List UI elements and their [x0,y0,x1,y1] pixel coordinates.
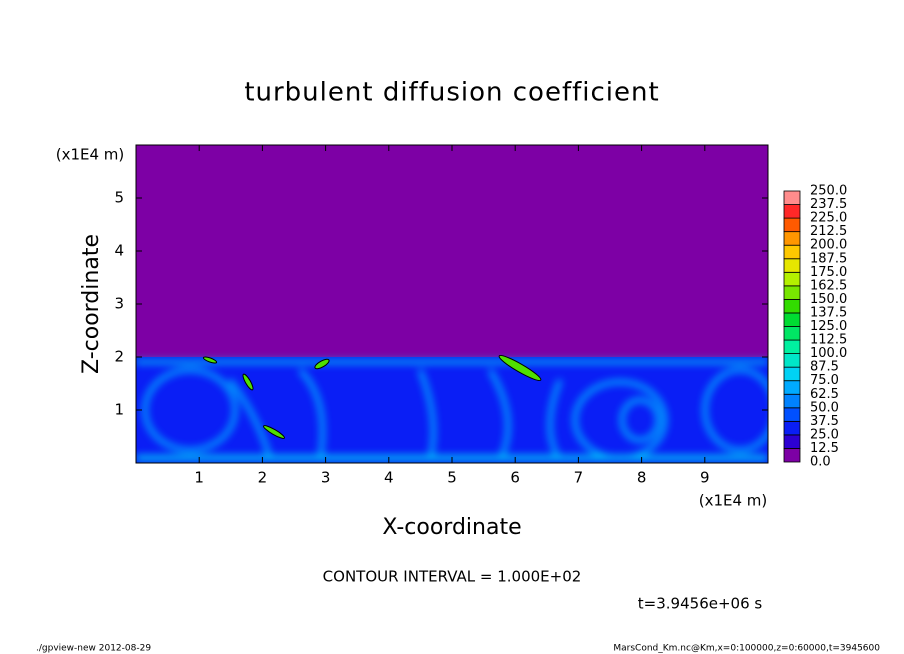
colorbar-label: 212.5 [810,224,847,239]
colorbar-label: 137.5 [810,305,847,320]
x-unit-right: (x1E4 m) [699,492,768,510]
colorbar-box [783,407,801,422]
colorbar-label: 112.5 [810,333,847,348]
x-tick-label: 8 [637,469,647,487]
colorbar-label: 25.0 [810,427,839,442]
colorbar-label: 250.0 [810,184,847,199]
colorbar-box [783,420,801,436]
colorbar-label: 175.0 [810,265,847,280]
colorbar-box [783,285,801,300]
colorbar-box [783,190,801,205]
colorbar-box [783,312,801,327]
colorbar-box [783,326,801,341]
field [136,145,768,463]
colorbar-label: 0.0 [810,455,831,470]
x-tick-label: 7 [574,469,584,487]
footer-right: MarsCond_Km.nc@Km,x=0:100000,z=0:60000,t… [613,644,880,654]
x-tick-label: 5 [447,469,457,487]
colorbar-label: 225.0 [810,211,847,226]
x-unit-left: (x1E4 m) [56,146,125,164]
x-tick-label: 1 [194,469,204,487]
colorbar-box [783,204,801,219]
colorbar-label: 62.5 [810,387,839,402]
colorbar-label: 100.0 [810,346,847,361]
colorbar-box [783,353,801,368]
colorbar-box [783,298,801,314]
turbulent-layer [136,357,768,463]
x-tick-label: 9 [700,469,710,487]
colorbar-label: 150.0 [810,292,847,307]
colorbar-label: 125.0 [810,319,847,334]
colorbar-box [783,339,801,354]
colorbar-label: 12.5 [810,441,839,456]
colorbar-box [783,217,801,233]
high-value-patches [202,355,542,439]
colorbar-label: 37.5 [810,414,839,429]
eddies [136,360,768,462]
y-tick-label: 5 [114,189,124,207]
y-tick-label: 4 [114,242,124,260]
colorbar-box [783,380,801,395]
colorbar-label: 237.5 [810,197,847,212]
x-tick-label: 2 [258,469,268,487]
contour-interval: CONTOUR INTERVAL = 1.000E+02 [323,568,582,586]
colorbar-box [783,258,801,273]
y-tick-label: 1 [114,401,124,419]
colorbar-label: 187.5 [810,251,847,266]
x-tick-label: 3 [321,469,331,487]
colorbar-box [783,434,801,449]
x-tick-label: 6 [510,469,520,487]
colorbar-label: 87.5 [810,360,839,375]
colorbar-label: 50.0 [810,400,839,415]
colorbar-label: 75.0 [810,373,839,388]
colorbar-box [783,244,801,260]
footer-left: ./gpview-new 2012-08-29 [36,644,151,654]
colorbar-box [783,366,801,382]
colorbar-box [783,231,801,246]
y-tick-label: 3 [114,295,124,313]
colorbar-box [783,393,801,409]
y-tick-label: 2 [114,348,124,366]
colorbar-label: 162.5 [810,278,847,293]
chart-title: turbulent diffusion coefficient [244,78,659,108]
y-axis-label: Z-coordinate [79,234,104,374]
colorbar-box [783,448,801,463]
x-axis-label: X-coordinate [382,515,521,540]
colorbar-label: 200.0 [810,238,847,253]
x-tick-label: 4 [384,469,394,487]
time-label: t=3.9456e+06 s [638,595,763,613]
colorbar-box [783,271,801,287]
